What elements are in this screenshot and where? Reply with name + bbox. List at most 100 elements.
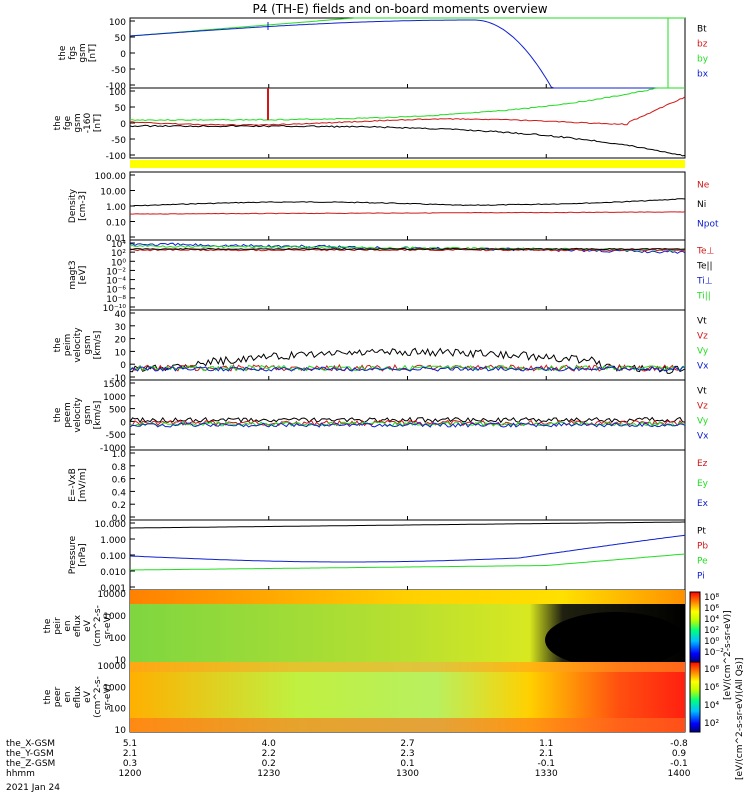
series-pi <box>129 534 686 563</box>
footer-value: -0.1 <box>537 759 555 769</box>
series-vx <box>129 366 685 372</box>
ion-colorbar-tick: 10⁶ <box>704 604 719 614</box>
footer-value: 0.9 <box>672 749 687 759</box>
y-tick-label: 0.4 <box>112 488 127 498</box>
y-axis-label-line: eflux <box>73 614 83 637</box>
legend-bx: bx <box>697 70 709 80</box>
y-axis-label-line: peem <box>63 402 73 428</box>
y-axis-label-line: gsm <box>73 113 83 132</box>
y-axis-label-line: sr-eV) <box>103 613 113 639</box>
y-tick-label: 0.01 <box>106 234 126 244</box>
footer-value: 1300 <box>396 769 419 779</box>
y-tick-label: 1.0 <box>112 450 127 460</box>
series-by <box>129 17 685 37</box>
legend-Bt: Bt <box>697 25 707 35</box>
series-ni <box>130 198 686 207</box>
y-tick-label: 50 <box>115 34 127 44</box>
y-axis-label-line: the <box>53 407 63 422</box>
y-axis-label-line: the <box>43 689 53 704</box>
y-axis-label-line: velocity <box>73 327 83 363</box>
y-tick-label: 10⁻⁸ <box>106 295 126 305</box>
legend-Ex: Ex <box>697 499 709 509</box>
y-tick-label: 0.001 <box>100 584 126 594</box>
series-fge-bx <box>129 124 686 157</box>
footer-value: 4.0 <box>262 739 277 749</box>
series-fge-bz <box>129 96 686 126</box>
footer-value: 0.2 <box>262 759 276 769</box>
footer-value: 2.1 <box>539 749 553 759</box>
y-tick-label: -1000 <box>100 444 126 454</box>
y-axis-label: the fge gsm -160 [nT] <box>53 113 103 134</box>
y-axis-label-line: fgs <box>68 46 78 60</box>
panel-frame <box>129 519 686 591</box>
series-ve-vt <box>129 416 686 424</box>
legend-Te||: Te|| <box>696 262 713 272</box>
footer-value: 1230 <box>257 769 280 779</box>
y-axis-label-line: the <box>53 115 63 130</box>
y-tick-label: 100 <box>109 88 126 98</box>
y-axis-label-line: en <box>63 691 73 702</box>
date-label: 2021 Jan 24 <box>6 783 60 793</box>
y-axis-label: magt3 [eV] <box>68 260 88 289</box>
series-ve-vx <box>129 422 686 428</box>
y-tick-label: 0.0 <box>112 514 127 524</box>
y-tick-label: -50 <box>111 136 126 146</box>
y-tick-label: 10⁴ <box>111 240 126 250</box>
y-axis-label-line: [km/s] <box>93 331 103 360</box>
legend-Vy: Vy <box>697 347 709 357</box>
legend-Ez: Ez <box>697 459 708 469</box>
ion-colorbar-tick: 10² <box>704 626 719 636</box>
footer-value: 2.1 <box>123 749 137 759</box>
footer-value: 1330 <box>535 769 558 779</box>
y-axis-label: the peem velocity gsm [km/s] <box>53 397 103 433</box>
y-tick-label: -500 <box>106 431 127 441</box>
legend-Vy: Vy <box>697 417 709 427</box>
y-axis-label-line: Density <box>68 188 78 223</box>
legend-Vz: Vz <box>697 402 708 412</box>
y-axis-label-line: magt3 <box>68 260 78 289</box>
y-tick-label: -50 <box>111 66 126 76</box>
y-tick-label: 10 <box>115 656 127 666</box>
footer-value: 1.1 <box>539 739 553 749</box>
y-axis-label-line: the <box>58 45 68 60</box>
legend-Pb: Pb <box>697 542 708 552</box>
y-tick-label: 10⁻¹⁰ <box>103 304 127 314</box>
series-fge-by <box>129 87 685 122</box>
status-bar <box>130 160 685 168</box>
y-axis-label: Pressure [nPa] <box>68 535 88 574</box>
y-tick-label: 10.00 <box>100 188 126 198</box>
ion-spectrogram-top <box>130 590 685 604</box>
y-axis-label: the fgs gsm [nT] <box>58 43 98 62</box>
panel-frame <box>129 171 686 241</box>
y-tick-label: 1.00 <box>106 203 126 213</box>
legend-Ey: Ey <box>697 479 709 489</box>
y-tick-label: 0.10 <box>106 219 126 229</box>
y-tick-label: 10000 <box>97 662 126 672</box>
series-ti <box>129 242 686 254</box>
y-tick-label: 10⁻⁴ <box>106 277 126 287</box>
ion-spectrogram-void <box>545 612 685 668</box>
footer-value: 2.7 <box>400 739 414 749</box>
electron-colorbar-tick: 10⁸ <box>704 665 719 675</box>
series-bx <box>129 19 685 89</box>
y-axis-label-line: fge <box>63 115 73 130</box>
legend-Pt: Pt <box>697 527 706 537</box>
legend-Npot: Npot <box>697 219 719 229</box>
y-tick-label: 0 <box>120 361 126 371</box>
y-axis-label-line: [nPa] <box>78 543 88 566</box>
electron-colorbar <box>689 661 701 733</box>
y-axis-label: the peir en eflux eV (cm^2-s-sr-eV) <box>43 605 113 647</box>
legend-bz: bz <box>697 40 708 50</box>
footer-row-name: the_Z-GSM <box>6 759 55 769</box>
footer-row-name: hhmm <box>6 769 35 779</box>
colorbar-label: [eV/(cm^2-s-sr-eV)(All Qs)] <box>735 657 745 780</box>
y-tick-label: -100 <box>106 82 127 92</box>
series-pe <box>130 553 686 571</box>
legend-Vz: Vz <box>697 332 708 342</box>
y-axis-label-line: E=-VxB <box>68 468 78 502</box>
panel-density <box>129 171 686 241</box>
y-axis-label-line: eV <box>83 619 93 632</box>
electron-spectrogram-high <box>130 662 685 672</box>
legend-Vt: Vt <box>697 317 707 327</box>
y-tick-label: -10 <box>111 374 126 384</box>
